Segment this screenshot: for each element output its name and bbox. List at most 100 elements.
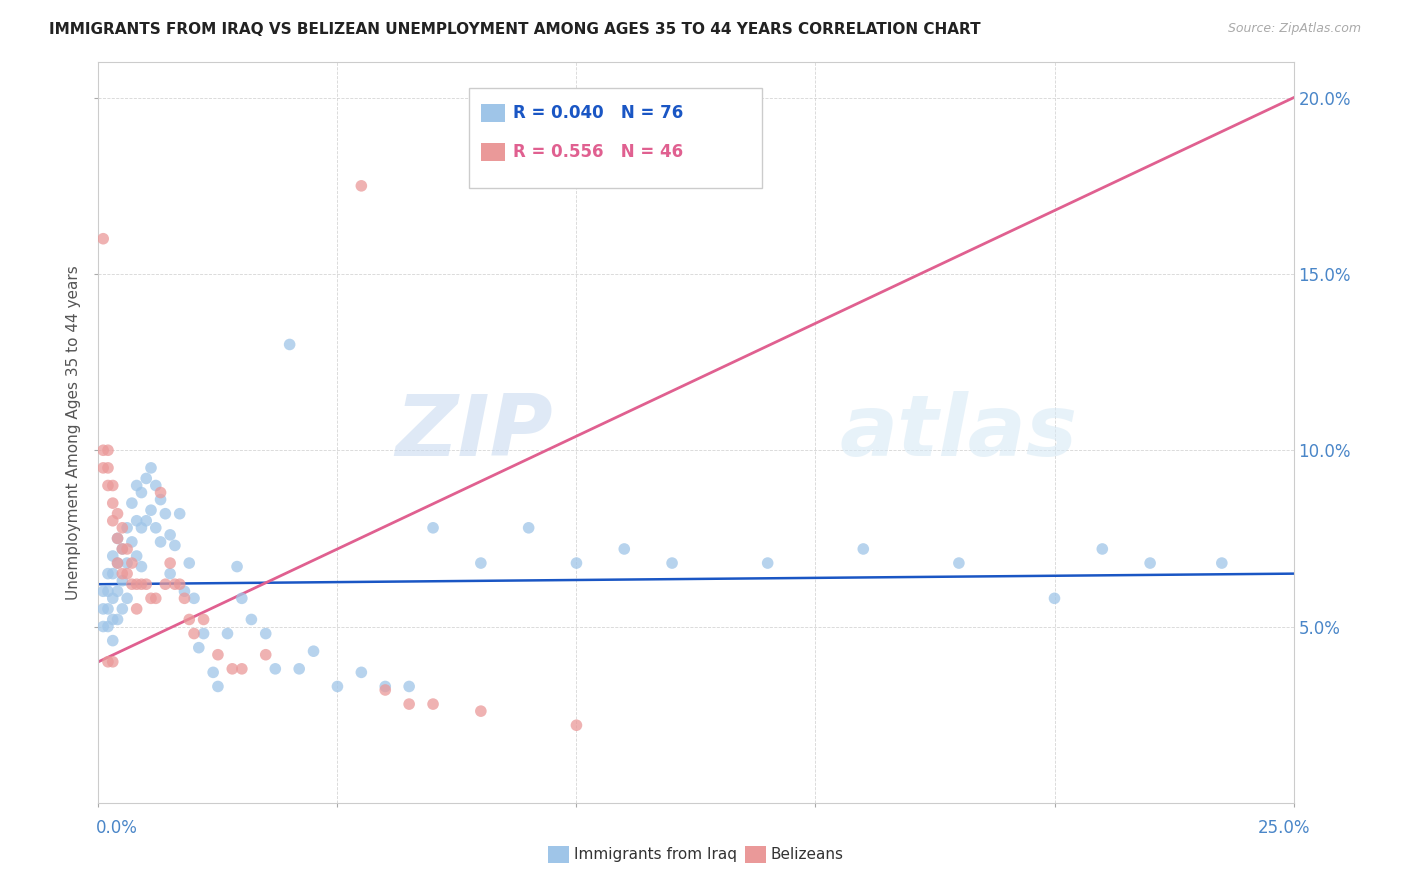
- Point: [101, 633, 124, 648]
- Point: [517, 521, 540, 535]
- Point: [107, 556, 129, 570]
- Point: [97, 566, 120, 581]
- Point: [101, 566, 124, 581]
- Bar: [481, 103, 505, 121]
- Point: [374, 683, 396, 698]
- Text: R = 0.556   N = 46: R = 0.556 N = 46: [513, 143, 683, 161]
- Point: [101, 655, 124, 669]
- Point: [398, 697, 420, 711]
- Point: [145, 478, 167, 492]
- Point: [97, 584, 120, 599]
- Point: [131, 521, 153, 535]
- Point: [139, 591, 162, 606]
- Point: [101, 591, 124, 606]
- Point: [139, 461, 162, 475]
- Point: [350, 665, 373, 680]
- Point: [149, 485, 172, 500]
- Point: [107, 532, 129, 546]
- Point: [121, 496, 143, 510]
- Point: [565, 718, 588, 732]
- Point: [1139, 556, 1161, 570]
- Point: [187, 640, 209, 655]
- Point: [115, 521, 138, 535]
- Point: [91, 461, 114, 475]
- Point: [565, 556, 588, 570]
- Text: Belizeans: Belizeans: [770, 847, 844, 862]
- Point: [107, 507, 129, 521]
- Y-axis label: Unemployment Among Ages 35 to 44 years: Unemployment Among Ages 35 to 44 years: [66, 265, 82, 600]
- Point: [101, 612, 124, 626]
- Text: atlas: atlas: [839, 391, 1077, 475]
- Point: [135, 514, 157, 528]
- Text: ZIP: ZIP: [395, 391, 553, 475]
- Point: [111, 521, 134, 535]
- Point: [756, 556, 779, 570]
- Point: [852, 541, 875, 556]
- Point: [254, 626, 277, 640]
- Point: [91, 443, 114, 458]
- Point: [264, 662, 287, 676]
- Point: [207, 648, 229, 662]
- Point: [202, 665, 225, 680]
- Point: [613, 541, 636, 556]
- Point: [111, 541, 134, 556]
- Point: [217, 626, 239, 640]
- Point: [1211, 556, 1233, 570]
- Point: [173, 584, 195, 599]
- Point: [159, 566, 181, 581]
- Point: [163, 538, 186, 552]
- Text: IMMIGRANTS FROM IRAQ VS BELIZEAN UNEMPLOYMENT AMONG AGES 35 TO 44 YEARS CORRELAT: IMMIGRANTS FROM IRAQ VS BELIZEAN UNEMPLO…: [49, 22, 981, 37]
- Point: [101, 478, 124, 492]
- Point: [115, 591, 138, 606]
- Point: [1091, 541, 1114, 556]
- Point: [101, 496, 124, 510]
- Point: [193, 626, 215, 640]
- Point: [159, 556, 181, 570]
- Point: [183, 626, 205, 640]
- Point: [121, 556, 143, 570]
- Point: [398, 680, 420, 694]
- Point: [125, 602, 148, 616]
- Point: [948, 556, 970, 570]
- Point: [163, 577, 186, 591]
- Point: [111, 541, 134, 556]
- Point: [240, 612, 263, 626]
- Text: Immigrants from Iraq: Immigrants from Iraq: [574, 847, 737, 862]
- Point: [107, 532, 129, 546]
- FancyBboxPatch shape: [470, 88, 762, 188]
- Point: [107, 556, 129, 570]
- Text: 25.0%: 25.0%: [1258, 819, 1310, 837]
- Point: [101, 549, 124, 563]
- Point: [155, 577, 177, 591]
- Point: [183, 591, 205, 606]
- Point: [125, 549, 148, 563]
- Point: [169, 507, 191, 521]
- Point: [374, 680, 396, 694]
- Point: [254, 648, 277, 662]
- Point: [226, 559, 249, 574]
- Point: [155, 507, 177, 521]
- Point: [326, 680, 349, 694]
- Point: [111, 602, 134, 616]
- Text: 0.0%: 0.0%: [96, 819, 138, 837]
- Point: [207, 680, 229, 694]
- Point: [107, 612, 129, 626]
- Point: [131, 485, 153, 500]
- Point: [97, 478, 120, 492]
- Point: [125, 577, 148, 591]
- Text: R = 0.040   N = 76: R = 0.040 N = 76: [513, 103, 683, 122]
- Point: [121, 577, 143, 591]
- Point: [302, 644, 325, 658]
- Point: [422, 697, 444, 711]
- Point: [121, 535, 143, 549]
- Point: [173, 591, 195, 606]
- Point: [101, 514, 124, 528]
- Point: [115, 566, 138, 581]
- Point: [131, 577, 153, 591]
- Point: [111, 574, 134, 588]
- Point: [135, 471, 157, 485]
- Point: [231, 591, 253, 606]
- Point: [422, 521, 444, 535]
- Point: [350, 178, 373, 193]
- Point: [145, 591, 167, 606]
